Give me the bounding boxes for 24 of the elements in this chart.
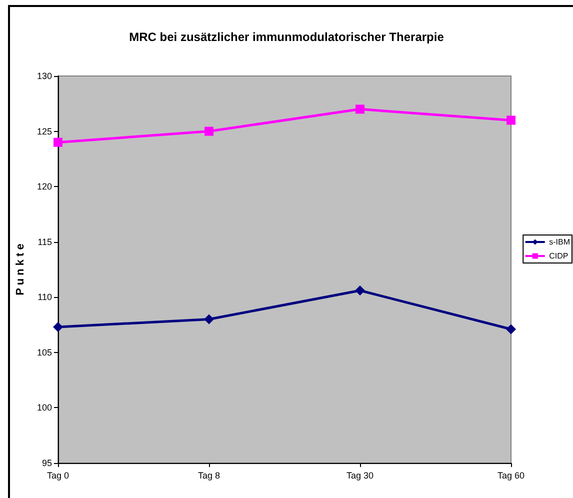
y-tick-label: 120 (36, 182, 52, 192)
legend-label: CIDP (549, 252, 568, 260)
legend-label: s-IBM (549, 238, 570, 246)
y-tick-label: 105 (36, 347, 52, 358)
y-axis-title: P u n k t e (14, 244, 27, 296)
point (204, 126, 214, 136)
point (506, 324, 516, 334)
x-tick-label: Tag 0 (46, 470, 70, 480)
y-tick-label: 110 (38, 292, 52, 302)
x-tick-label: Tag 8 (198, 470, 220, 480)
y-tick-label: 95 (42, 458, 52, 468)
point (506, 116, 516, 125)
y-tick-label: 125 (36, 126, 52, 136)
point (53, 322, 63, 332)
y-tick-label: 130 (36, 71, 52, 81)
point (355, 286, 365, 296)
x-tick-label: Tag 30 (346, 470, 374, 480)
point (356, 104, 364, 114)
chart-title: MRC bei zusätzlicher immunmodulatorischer Therarpie (129, 30, 444, 44)
x-tick-label: Tag 60 (497, 470, 525, 480)
point (204, 314, 214, 324)
y-tick-label: 115 (38, 236, 52, 247)
y-tick-label: 100 (36, 402, 52, 413)
point (54, 138, 62, 147)
